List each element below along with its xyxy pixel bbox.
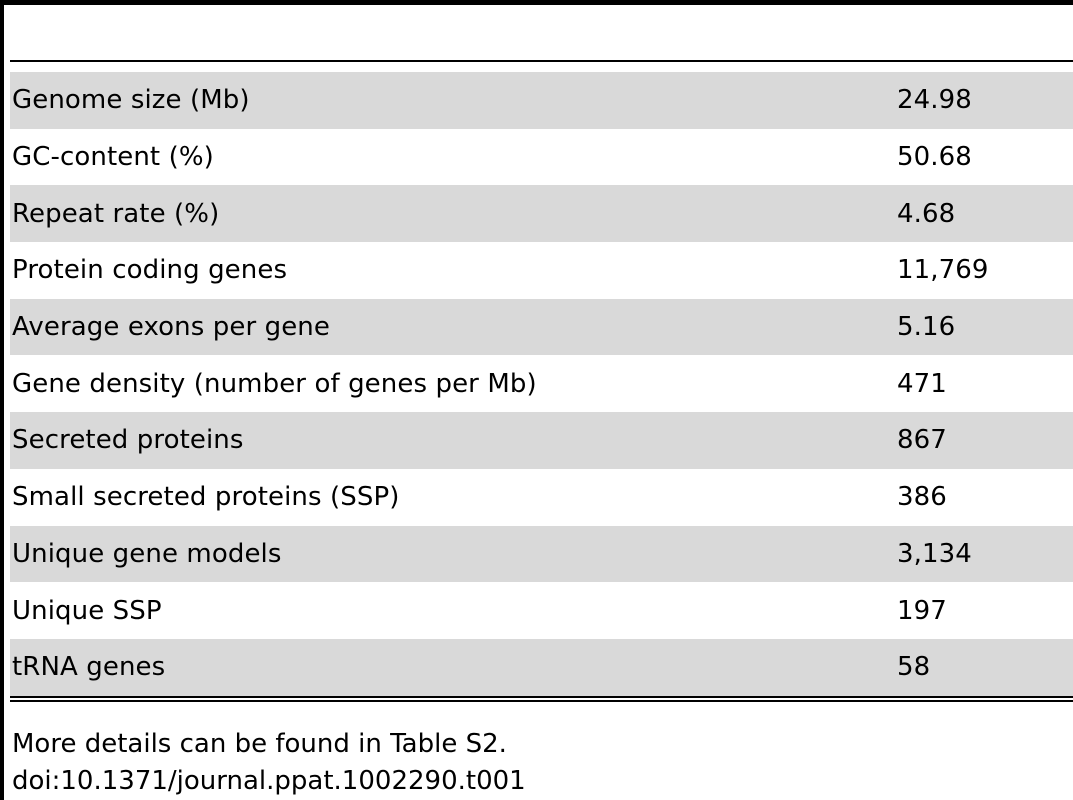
row-value: 197 <box>897 595 947 626</box>
footnote-text: More details can be found in Table S2. <box>12 729 507 759</box>
doi-text: doi:10.1371/journal.ppat.1002290.t001 <box>12 766 526 796</box>
table-row: Secreted proteins 867 <box>10 412 1073 469</box>
row-value: 50.68 <box>897 142 972 173</box>
row-label: Small secreted proteins (SSP) <box>12 482 400 513</box>
row-label: tRNA genes <box>12 652 166 683</box>
row-label: Unique SSP <box>12 595 162 626</box>
table-row: Average exons per gene 5.16 <box>10 298 1073 356</box>
table-row: Unique SSP 197 <box>10 582 1073 639</box>
row-label: Unique gene models <box>12 538 282 569</box>
table-row: Small secreted proteins (SSP) 386 <box>10 469 1073 526</box>
row-value: 11,769 <box>897 255 989 286</box>
row-label: Genome size (Mb) <box>12 85 250 116</box>
row-value: 4.68 <box>897 198 956 229</box>
table-row: GC-content (%) 50.68 <box>10 129 1073 186</box>
footer-rule-upper <box>10 696 1073 698</box>
header-rule <box>10 60 1073 62</box>
table-row: Unique gene models 3,134 <box>10 525 1073 583</box>
row-label: Repeat rate (%) <box>12 198 220 229</box>
row-label: Average exons per gene <box>12 312 330 343</box>
row-value: 5.16 <box>897 312 956 343</box>
row-label: GC-content (%) <box>12 142 214 173</box>
row-value: 386 <box>897 482 947 513</box>
table-row: Genome size (Mb) 24.98 <box>10 72 1073 129</box>
table-row: Protein coding genes 11,769 <box>10 242 1073 299</box>
table-row: Repeat rate (%) 4.68 <box>10 185 1073 243</box>
row-label: Gene density (number of genes per Mb) <box>12 368 537 399</box>
table-footnotes: More details can be found in Table S2. d… <box>12 726 526 800</box>
table-row: tRNA genes 58 <box>10 638 1073 696</box>
footer-rule-lower <box>10 700 1073 702</box>
row-value: 24.98 <box>897 85 972 116</box>
row-value: 867 <box>897 425 947 456</box>
row-value: 58 <box>897 652 931 683</box>
row-value: 471 <box>897 368 947 399</box>
top-border <box>0 0 1073 5</box>
table-row: Gene density (number of genes per Mb) 47… <box>10 355 1073 412</box>
row-value: 3,134 <box>897 538 972 569</box>
data-table: Genome size (Mb) 24.98 GC-content (%) 50… <box>10 72 1073 696</box>
row-label: Protein coding genes <box>12 255 288 286</box>
row-label: Secreted proteins <box>12 425 244 456</box>
left-border <box>0 0 4 800</box>
